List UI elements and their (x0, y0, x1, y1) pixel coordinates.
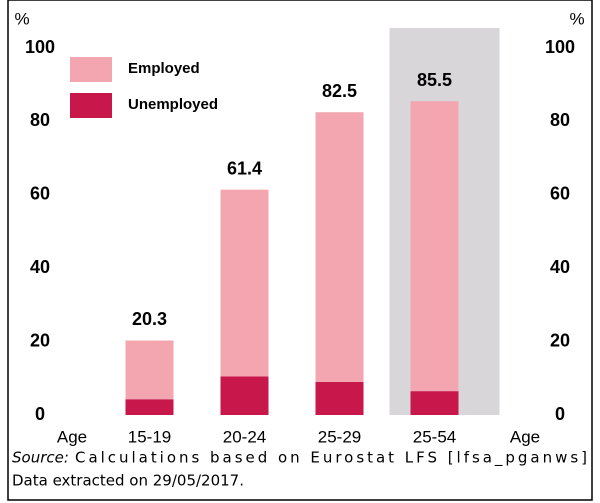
x-axis-label: Age (57, 427, 87, 446)
y2-axis-label: % (569, 9, 584, 28)
legend-label: Employed (128, 60, 200, 77)
y2-tick-label: 40 (550, 257, 570, 277)
y-tick-label: 100 (25, 37, 55, 57)
x-tick-label: 25-54 (413, 427, 456, 446)
total-label: 82.5 (322, 81, 357, 101)
x-tick-label: 20-24 (223, 427, 266, 446)
y2-tick-label: 0 (555, 404, 565, 424)
bar-segment (220, 376, 269, 415)
y-tick-label: 60 (30, 184, 50, 204)
y2-tick-label: 100 (545, 37, 575, 57)
total-label: 85.5 (417, 70, 452, 90)
total-label: 20.3 (132, 309, 167, 329)
frame (7, 0, 593, 501)
x-axis-label: Age (510, 427, 540, 446)
bar-segment (125, 399, 174, 415)
bar-segment (410, 391, 459, 415)
legend-swatch (70, 93, 112, 118)
y-tick-label: 80 (30, 110, 50, 130)
legend-swatch (70, 57, 112, 82)
y2-tick-label: 80 (550, 110, 570, 130)
bar-segment (220, 189, 269, 377)
bar-segment (315, 381, 364, 415)
y2-tick-label: 60 (550, 184, 570, 204)
x-tick-label: 15-19 (128, 427, 171, 446)
y2-tick-label: 20 (550, 330, 570, 350)
x-tick-label: 25-29 (318, 427, 361, 446)
source: Calculations based on Eurostat LFS [lfsa… (75, 449, 587, 468)
legend-label: Unemployed (128, 96, 218, 113)
bar-segment (410, 101, 459, 392)
bar-segment (125, 340, 174, 400)
total-label: 61.4 (227, 158, 262, 178)
y-tick-label: 40 (30, 257, 50, 277)
y-tick-label: 0 (35, 404, 45, 424)
source-label: Source: (12, 449, 69, 467)
note: Data extracted on 29/05/2017. (12, 472, 244, 490)
y-tick-label: 20 (30, 330, 50, 350)
bar-segment (315, 112, 364, 382)
y-axis-label: % (14, 9, 29, 28)
